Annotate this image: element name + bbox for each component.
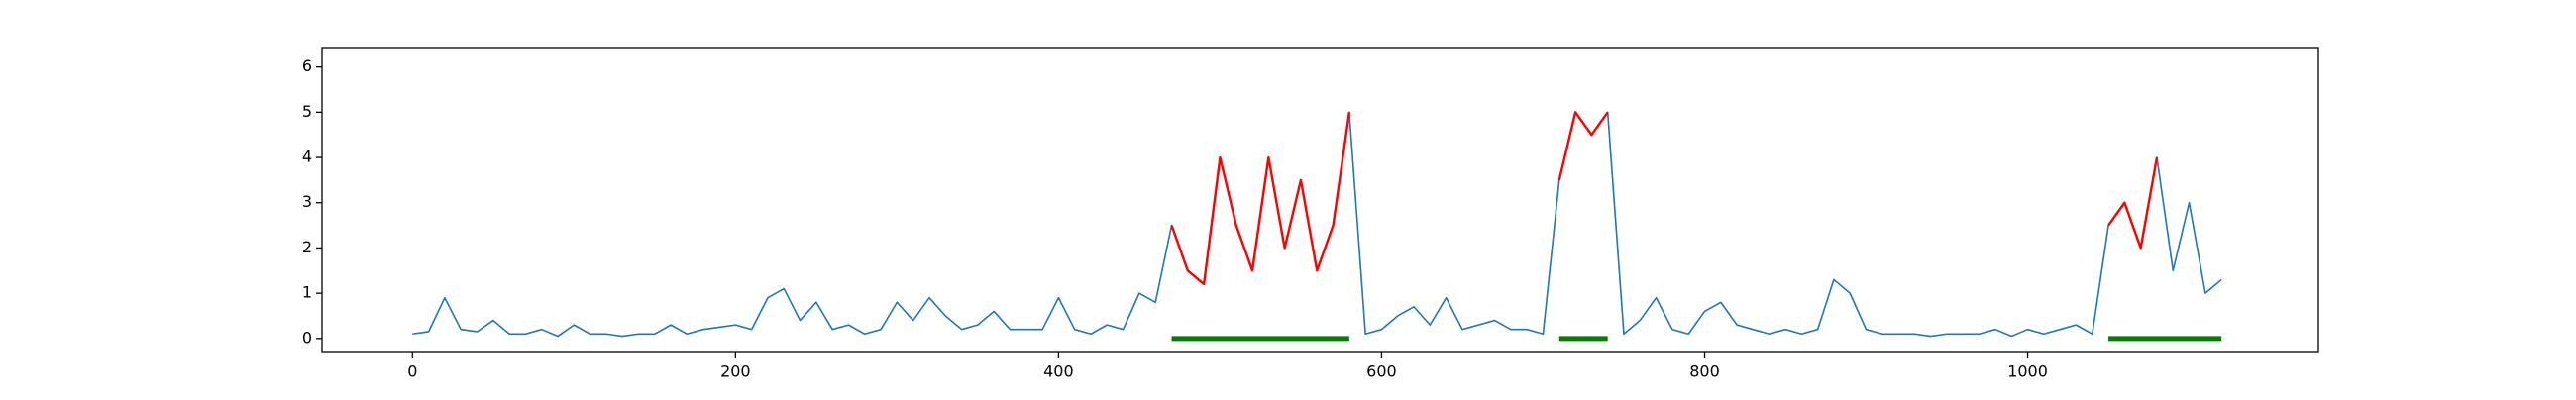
series-line xyxy=(1170,111,2159,286)
y-tick-label: 0 xyxy=(302,328,312,347)
x-tick-label: 600 xyxy=(1366,362,1397,381)
x-tick-label: 400 xyxy=(1043,362,1074,381)
x-tick-label: 800 xyxy=(1689,362,1720,381)
x-tick-label: 200 xyxy=(720,362,751,381)
x-tick-label: 1000 xyxy=(2007,362,2048,381)
y-tick-label: 3 xyxy=(302,192,312,211)
y-tick-label: 4 xyxy=(302,148,312,166)
x-tick-label: 0 xyxy=(407,362,417,381)
y-tick-label: 1 xyxy=(302,283,312,302)
y-tick-label: 2 xyxy=(302,238,312,256)
plot-frame xyxy=(321,47,2319,353)
y-tick-label: 6 xyxy=(302,56,312,75)
y-tick-label: 5 xyxy=(302,102,312,121)
